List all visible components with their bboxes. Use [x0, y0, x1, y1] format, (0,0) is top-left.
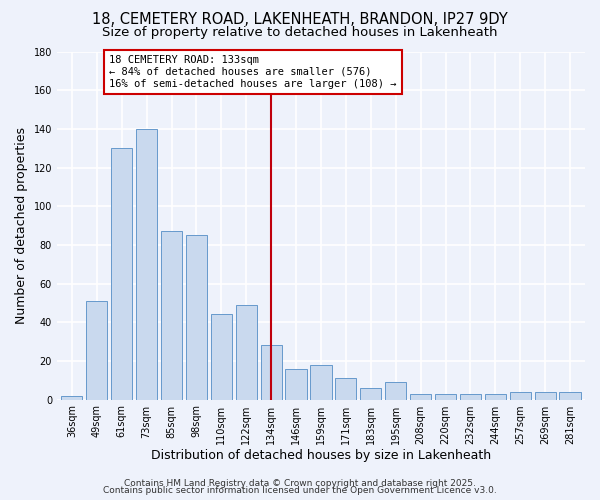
Bar	[136, 129, 157, 400]
X-axis label: Distribution of detached houses by size in Lakenheath: Distribution of detached houses by size …	[151, 450, 491, 462]
Bar	[410, 394, 431, 400]
Bar	[286, 368, 307, 400]
Bar	[161, 232, 182, 400]
Bar	[236, 305, 257, 400]
Bar	[211, 314, 232, 400]
Bar	[186, 235, 207, 400]
Bar	[86, 301, 107, 400]
Text: 18, CEMETERY ROAD, LAKENHEATH, BRANDON, IP27 9DY: 18, CEMETERY ROAD, LAKENHEATH, BRANDON, …	[92, 12, 508, 28]
Bar	[335, 378, 356, 400]
Bar	[111, 148, 132, 400]
Bar	[360, 388, 382, 400]
Bar	[460, 394, 481, 400]
Y-axis label: Number of detached properties: Number of detached properties	[15, 127, 28, 324]
Bar	[435, 394, 456, 400]
Text: Size of property relative to detached houses in Lakenheath: Size of property relative to detached ho…	[102, 26, 498, 39]
Bar	[485, 394, 506, 400]
Text: Contains public sector information licensed under the Open Government Licence v3: Contains public sector information licen…	[103, 486, 497, 495]
Bar	[535, 392, 556, 400]
Bar	[61, 396, 82, 400]
Bar	[260, 346, 282, 400]
Bar	[310, 365, 332, 400]
Bar	[509, 392, 531, 400]
Text: Contains HM Land Registry data © Crown copyright and database right 2025.: Contains HM Land Registry data © Crown c…	[124, 478, 476, 488]
Bar	[385, 382, 406, 400]
Text: 18 CEMETERY ROAD: 133sqm
← 84% of detached houses are smaller (576)
16% of semi-: 18 CEMETERY ROAD: 133sqm ← 84% of detach…	[109, 56, 397, 88]
Bar	[559, 392, 581, 400]
